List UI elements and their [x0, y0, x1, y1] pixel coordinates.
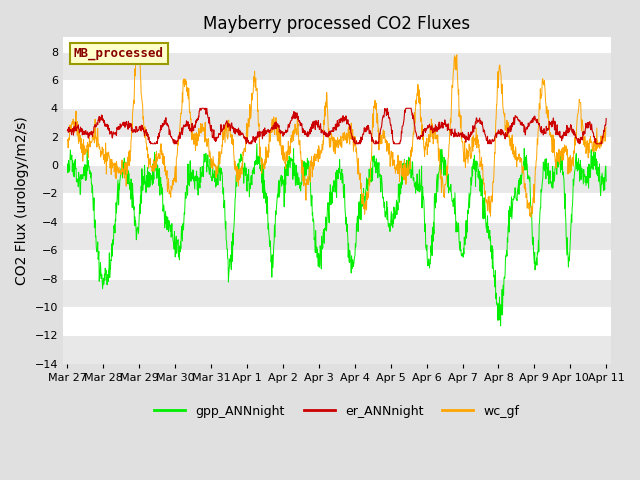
- Y-axis label: CO2 Flux (urology/m2/s): CO2 Flux (urology/m2/s): [15, 116, 29, 285]
- Bar: [63, 165, 611, 193]
- Bar: [63, 222, 611, 250]
- Legend: gpp_ANNnight, er_ANNnight, wc_gf: gpp_ANNnight, er_ANNnight, wc_gf: [149, 400, 524, 423]
- Bar: [63, 51, 611, 80]
- Text: MB_processed: MB_processed: [74, 47, 164, 60]
- Title: Mayberry processed CO2 Fluxes: Mayberry processed CO2 Fluxes: [204, 15, 470, 33]
- Bar: [63, 278, 611, 307]
- Bar: [63, 336, 611, 364]
- Bar: [63, 108, 611, 137]
